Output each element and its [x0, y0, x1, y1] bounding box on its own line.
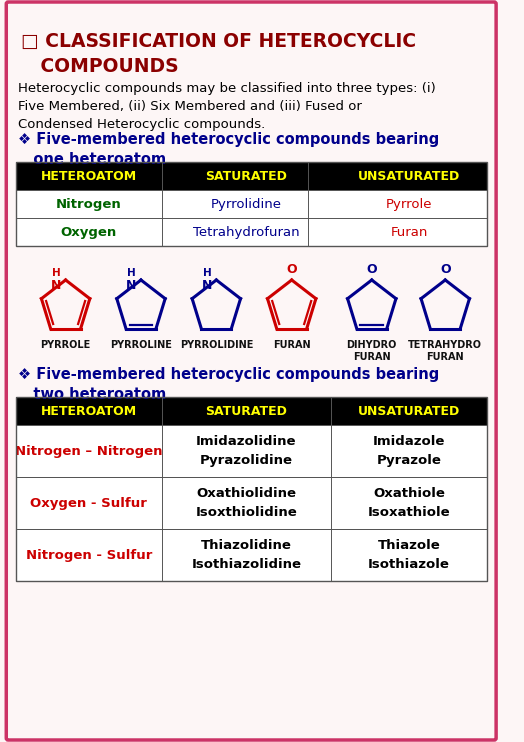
- Text: Tetrahydrofuran: Tetrahydrofuran: [193, 226, 300, 238]
- Text: TETRAHYDRO
FURAN: TETRAHYDRO FURAN: [408, 340, 482, 362]
- Text: ❖ Five-membered heterocyclic compounds bearing
   one heteroatom: ❖ Five-membered heterocyclic compounds b…: [18, 132, 439, 167]
- Text: Furan: Furan: [390, 226, 428, 238]
- Text: PYRROLIDINE: PYRROLIDINE: [180, 340, 253, 350]
- Bar: [16, 190, 487, 218]
- Text: HETEROATOM: HETEROATOM: [41, 404, 137, 418]
- Text: PYRROLE: PYRROLE: [40, 340, 91, 350]
- Text: Nitrogen - Sulfur: Nitrogen - Sulfur: [26, 548, 152, 562]
- Text: DIHYDRO
FURAN: DIHYDRO FURAN: [346, 340, 397, 362]
- Text: ❖ Five-membered heterocyclic compounds bearing
   two heteroatom: ❖ Five-membered heterocyclic compounds b…: [18, 367, 439, 402]
- Text: Imidazolidine
Pyrazolidine: Imidazolidine Pyrazolidine: [196, 435, 297, 467]
- Text: Oxygen - Sulfur: Oxygen - Sulfur: [30, 496, 147, 510]
- Text: HETEROATOM: HETEROATOM: [41, 169, 137, 183]
- Bar: [16, 218, 487, 246]
- Text: N: N: [51, 279, 61, 292]
- Text: □ CLASSIFICATION OF HETEROCYCLIC
   COMPOUNDS: □ CLASSIFICATION OF HETEROCYCLIC COMPOUN…: [21, 32, 417, 76]
- Bar: [16, 397, 487, 581]
- Bar: [16, 162, 487, 246]
- Bar: [16, 477, 487, 529]
- Text: N: N: [126, 279, 137, 292]
- Text: Pyrrolidine: Pyrrolidine: [211, 197, 282, 211]
- Text: Imidazole
Pyrazole: Imidazole Pyrazole: [373, 435, 445, 467]
- Text: UNSATURATED: UNSATURATED: [358, 404, 460, 418]
- Text: UNSATURATED: UNSATURATED: [358, 169, 460, 183]
- Bar: [16, 529, 487, 581]
- Text: N: N: [202, 279, 212, 292]
- Text: Oxathiole
Isoxathiole: Oxathiole Isoxathiole: [368, 487, 450, 519]
- Bar: [16, 162, 487, 190]
- Text: Thiazolidine
Isothiazolidine: Thiazolidine Isothiazolidine: [191, 539, 301, 571]
- Text: H: H: [127, 268, 136, 278]
- Text: Heterocyclic compounds may be classified into three types: (i)
Five Membered, (i: Heterocyclic compounds may be classified…: [18, 82, 435, 131]
- Bar: [16, 425, 487, 477]
- Text: Pyrrole: Pyrrole: [386, 197, 432, 211]
- Text: O: O: [287, 263, 297, 276]
- Text: H: H: [52, 268, 61, 278]
- Text: Nitrogen: Nitrogen: [56, 197, 122, 211]
- Text: H: H: [203, 268, 211, 278]
- Text: Thiazole
Isothiazole: Thiazole Isothiazole: [368, 539, 450, 571]
- Text: Nitrogen – Nitrogen: Nitrogen – Nitrogen: [15, 444, 162, 458]
- Text: SATURATED: SATURATED: [205, 169, 288, 183]
- Text: Oxygen: Oxygen: [61, 226, 117, 238]
- Text: FURAN: FURAN: [273, 340, 311, 350]
- Text: Oxathiolidine
Isoxthiolidine: Oxathiolidine Isoxthiolidine: [195, 487, 297, 519]
- Text: O: O: [440, 263, 451, 276]
- FancyBboxPatch shape: [6, 2, 496, 740]
- Bar: [16, 397, 487, 425]
- Text: SATURATED: SATURATED: [205, 404, 288, 418]
- Text: PYRROLINE: PYRROLINE: [110, 340, 172, 350]
- Text: O: O: [366, 263, 377, 276]
